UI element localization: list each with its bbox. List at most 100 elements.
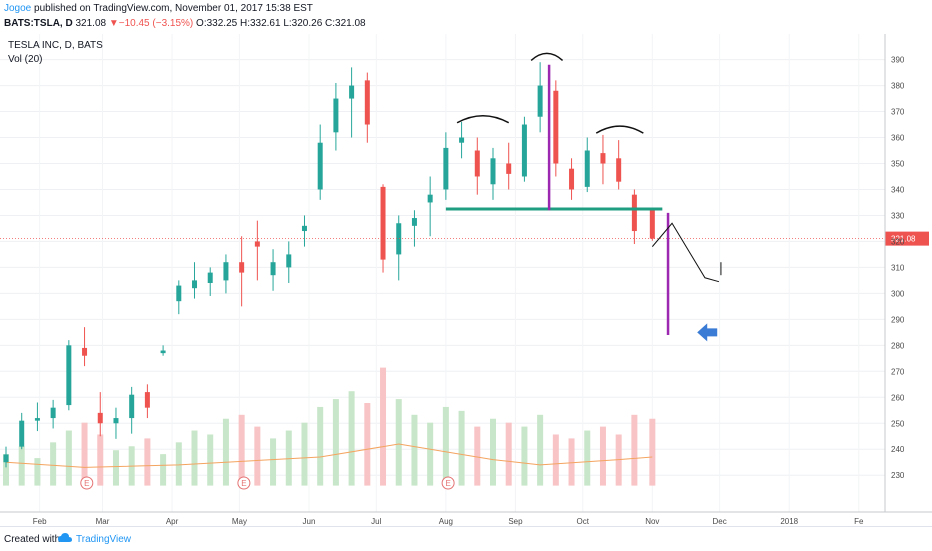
candle: [443, 147, 449, 190]
volume-bars: [3, 367, 656, 486]
price-tick-label: 330: [891, 211, 905, 220]
time-tick-label: Fe: [854, 517, 864, 526]
volume-bar: [191, 430, 198, 486]
volume-bar: [505, 422, 512, 486]
candle: [349, 85, 355, 99]
candle: [286, 254, 292, 268]
earnings-marker: [80, 476, 94, 490]
time-tick-label: Aug: [439, 517, 453, 526]
annotations: E E E 321.08: [0, 52, 929, 490]
volume-bar: [34, 458, 41, 486]
volume-bar: [348, 391, 355, 486]
candle: [97, 412, 103, 424]
volume-ma-line: [5, 443, 653, 468]
volume-bar: [50, 442, 57, 486]
volume-bar: [427, 422, 434, 486]
candle: [490, 158, 496, 185]
time-tick-label: Mar: [96, 517, 110, 526]
price-tick-label: 260: [891, 393, 905, 402]
chart-header: Jogoe published on TradingView.com, Nove…: [0, 0, 932, 34]
candles: [3, 62, 655, 468]
candle: [3, 454, 9, 463]
price-tick-label: 240: [891, 445, 905, 454]
candle: [569, 168, 575, 190]
price-tick-label: 320: [891, 237, 905, 246]
candle: [553, 90, 559, 164]
earnings-marker-label: E: [241, 479, 246, 488]
time-tick-label: Nov: [645, 517, 659, 526]
candle: [631, 194, 637, 232]
candle: [113, 418, 119, 424]
volume-bar: [65, 430, 72, 486]
chart-title: TESLA INC, D, BATS: [8, 40, 103, 51]
tradingview-cloud-icon: [58, 533, 72, 542]
price-tick-label: 230: [891, 471, 905, 480]
right-shoulder-arc: [595, 125, 644, 134]
volume-bar: [144, 438, 151, 486]
candle: [364, 80, 370, 125]
price-tick-label: 360: [891, 134, 905, 143]
candle: [34, 418, 40, 421]
volume-bar: [521, 426, 528, 486]
volume-bar: [254, 426, 261, 486]
grid: [0, 34, 885, 512]
price-tick-label: 370: [891, 108, 905, 117]
time-tick-label: May: [232, 517, 247, 526]
head-arc: [530, 52, 564, 61]
volume-bar: [537, 414, 544, 486]
change-value: ▼−10.45 (−3.15%): [108, 18, 194, 29]
volume-bar: [160, 454, 167, 486]
candle: [537, 85, 543, 117]
candle: [380, 186, 386, 260]
price-axis[interactable]: 230 240 250 260 270 280 290 300 310 320 330 340 350 3…: [884, 34, 905, 512]
time-tick-label: Apr: [166, 517, 179, 526]
time-tick-label: Feb: [33, 517, 47, 526]
volume-bar: [81, 422, 88, 486]
price-tick-label: 250: [891, 419, 905, 428]
projection-path: [651, 222, 720, 283]
candle: [254, 241, 260, 247]
price-chart[interactable]: E E E 321.08 230 240 250 260 270 280 290 300 310 320…: [0, 34, 932, 526]
candle: [411, 218, 417, 226]
candle: [160, 350, 166, 354]
time-tick-label: Sep: [508, 517, 523, 526]
candle: [649, 209, 655, 239]
volume-bar: [238, 414, 245, 486]
candle: [301, 225, 307, 232]
price-tick-label: 350: [891, 159, 905, 168]
volume-bar: [631, 414, 638, 486]
author-link[interactable]: Jogoe: [4, 3, 32, 14]
time-axis[interactable]: Feb Mar Apr May Jun Jul Aug Sep Oct Nov Dec 2018 Fe: [0, 511, 932, 526]
symbol-label: BATS:TSLA, D: [4, 18, 73, 29]
last-price: 321.08: [75, 18, 107, 29]
quote-line: BATS:TSLA, D 321.08 ▼−10.45 (−3.15%) O:3…: [4, 18, 366, 29]
candle: [317, 142, 323, 190]
time-tick-label: 2018: [780, 517, 798, 526]
time-tick-label: Oct: [577, 517, 590, 526]
volume-bar: [474, 426, 481, 486]
earnings-marker-label: E: [84, 479, 89, 488]
ohlc-values: O:332.25 H:332.61 L:320.26 C:321.08: [196, 18, 366, 29]
volume-bar: [568, 438, 575, 486]
time-tick-label: Dec: [713, 517, 727, 526]
candle: [129, 394, 135, 419]
volume-bar: [649, 418, 656, 486]
tradingview-brand[interactable]: TradingView: [76, 534, 132, 545]
earnings-marker: [237, 476, 251, 490]
created-with-label: Created with: [4, 534, 61, 545]
volume-bar: [584, 430, 591, 486]
candle: [584, 150, 590, 187]
last-price-badge: [885, 231, 929, 246]
candle: [600, 153, 606, 164]
candle: [223, 262, 229, 281]
candle: [459, 137, 465, 143]
time-tick-label: Jul: [371, 517, 381, 526]
volume-bar: [270, 438, 277, 486]
candle: [521, 124, 527, 177]
left-arrow-icon: [697, 323, 718, 342]
candle: [176, 285, 182, 302]
price-tick-label: 270: [891, 367, 905, 376]
price-tick-label: 380: [891, 82, 905, 91]
price-tick-label: 300: [891, 289, 905, 298]
volume-bar: [3, 454, 9, 486]
